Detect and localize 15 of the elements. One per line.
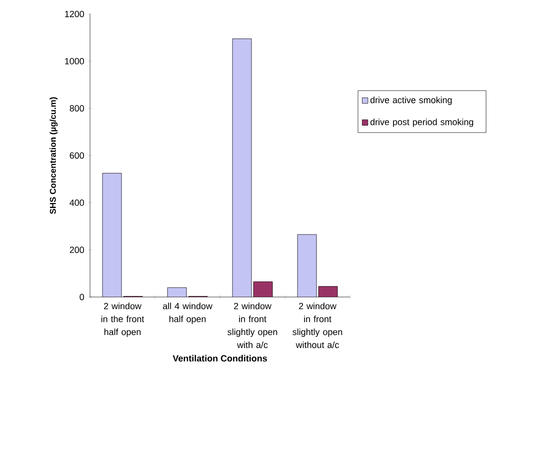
legend-label: drive active smoking xyxy=(370,96,452,105)
x-tick-label: 2 window in front slightly open without a/c xyxy=(292,302,342,348)
x-axis-title: Ventilation Conditions xyxy=(172,354,267,362)
y-tick-label: 0 xyxy=(80,294,84,300)
y-tick-label: 600 xyxy=(70,152,84,159)
y-tick-label: 1000 xyxy=(65,58,84,64)
y-tick-label: 1200 xyxy=(65,10,84,18)
x-tick-label: 2 window in the front half open xyxy=(101,302,144,337)
x-tick-label: all 4 window half open xyxy=(162,302,212,324)
y-axis-title: SHS Concentration (µg/cu.m) xyxy=(50,97,58,214)
x-tick-label: 2 window in front slightly open with a/c xyxy=(228,302,278,348)
y-tick-label: 400 xyxy=(70,199,84,206)
y-tick-label: 800 xyxy=(70,105,84,112)
y-tick-label: 200 xyxy=(70,246,84,254)
legend-label: drive post period smoking xyxy=(370,118,474,127)
